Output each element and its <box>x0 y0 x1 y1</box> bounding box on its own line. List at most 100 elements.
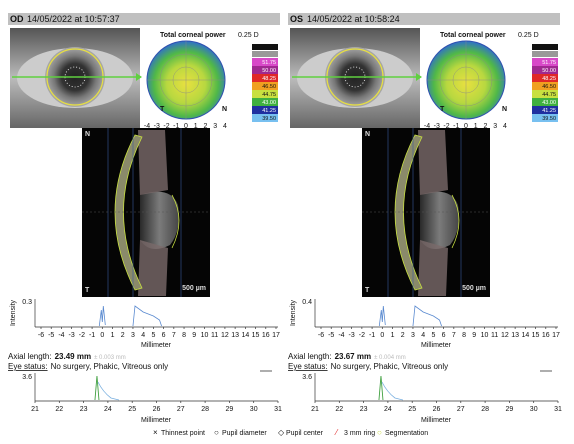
x-tick-label: 10 <box>201 332 209 339</box>
scale-label: 43.00 <box>542 100 556 106</box>
map-step: 0.25 D <box>518 32 539 39</box>
map-tick: -2 <box>443 123 449 130</box>
x-tick-label: 17 <box>272 332 280 339</box>
map-tick: -4 <box>144 123 150 130</box>
x-tick-label: 27 <box>457 406 465 413</box>
legend-symbol: ⁄ <box>334 428 339 437</box>
x-tick-label: -3 <box>349 332 355 339</box>
x-tick-label: 27 <box>177 406 185 413</box>
intensity-label: Intensity <box>10 299 17 326</box>
x-tick-label: 4 <box>141 332 145 339</box>
axial-value: 23.49 mm <box>55 352 91 361</box>
scale-label: 44.75 <box>542 92 556 98</box>
y-tick-label: 3.6 <box>22 374 32 381</box>
map-title: Total corneal power <box>160 32 226 39</box>
status-value: No surgery, Phakic, Vitreous only <box>331 362 449 371</box>
oct-top: N <box>365 131 370 138</box>
scale-swatch <box>532 82 558 90</box>
x-tick-label: 0 <box>380 332 384 339</box>
intensity-curve <box>378 305 442 327</box>
map-tick: 3 <box>493 123 497 130</box>
ascan-peak <box>94 375 100 401</box>
scale-swatch <box>532 90 558 98</box>
x-tick-label: 30 <box>530 406 538 413</box>
map-tick: -1 <box>453 123 459 130</box>
axial-value: 23.67 mm <box>335 352 371 361</box>
scale-label: 46.50 <box>542 84 556 90</box>
x-tick-label: 11 <box>211 332 218 339</box>
scale-swatch <box>532 106 558 114</box>
scale-swatch <box>532 66 558 74</box>
x-axis-label: Millimeter <box>421 417 452 424</box>
map-tick: 1 <box>474 123 478 130</box>
x-tick-label: 3 <box>411 332 415 339</box>
x-tick-label: 5 <box>431 332 435 339</box>
scale-head <box>252 44 278 50</box>
map-tick: 2 <box>204 123 208 130</box>
x-tick-label: 2 <box>121 332 125 339</box>
scale-label: 44.75 <box>262 92 276 98</box>
map-tick: -4 <box>424 123 430 130</box>
x-tick-label: 22 <box>335 406 343 413</box>
map-tick: 4 <box>223 123 227 130</box>
exam-date: 14/05/2022 at 10:57:37 <box>27 14 120 24</box>
scale-label: 50.00 <box>542 68 556 74</box>
scale-swatch <box>532 114 558 122</box>
scale-label: 41.25 <box>262 108 276 114</box>
x-tick-label: 8 <box>182 332 186 339</box>
axial-sd: ± 0.004 mm <box>374 355 406 361</box>
x-tick-label: 25 <box>408 406 416 413</box>
x-tick-label: 29 <box>226 406 234 413</box>
x-tick-label: 31 <box>274 406 282 413</box>
x-tick-label: 30 <box>250 406 258 413</box>
oct-scale: 500 µm <box>462 285 486 292</box>
axis-arrow <box>416 73 422 81</box>
x-tick-label: 7 <box>172 332 176 339</box>
oct-scale: 500 µm <box>182 285 206 292</box>
status-label: Eye status: <box>288 362 328 371</box>
scale-head <box>252 51 278 57</box>
x-tick-label: 3 <box>131 332 135 339</box>
x-tick-label: 15 <box>252 332 260 339</box>
x-tick-label: 28 <box>201 406 209 413</box>
x-tick-label: 24 <box>104 406 112 413</box>
scale-swatch <box>252 82 278 90</box>
x-tick-label: 5 <box>151 332 155 339</box>
x-tick-label: 26 <box>153 406 161 413</box>
scale-label: 43.00 <box>262 100 276 106</box>
x-tick-label: 10 <box>481 332 489 339</box>
axial-prefix: Axial length: <box>288 352 332 361</box>
x-axis-label: Millimeter <box>141 417 172 424</box>
x-axis-label: Millimeter <box>141 342 172 349</box>
legend-symbol: ◇ <box>278 428 285 437</box>
axis-arrow <box>136 73 142 81</box>
map-step: 0.25 D <box>238 32 259 39</box>
map-tick: -3 <box>154 123 160 130</box>
x-tick-label: 16 <box>542 332 550 339</box>
oct-lens <box>140 191 179 249</box>
legend-symbol: × <box>153 428 158 437</box>
x-tick-label: -6 <box>318 332 324 339</box>
map-tick: 0 <box>464 123 468 130</box>
x-tick-label: -2 <box>79 332 85 339</box>
legend-symbol: ○ <box>214 428 219 437</box>
oct-segmentation <box>171 194 180 249</box>
panel: OD 14/05/2022 at 10:57:37 Total corneal po… <box>8 13 282 424</box>
oct-iris <box>418 130 448 296</box>
x-tick-label: 4 <box>421 332 425 339</box>
y-tick-label: 3.6 <box>302 374 312 381</box>
x-tick-label: 2 <box>401 332 405 339</box>
x-tick-label: 0 <box>100 332 104 339</box>
x-tick-label: 11 <box>491 332 498 339</box>
scale-swatch <box>252 74 278 82</box>
x-tick-label: 7 <box>452 332 456 339</box>
x-tick-label: 24 <box>384 406 392 413</box>
x-tick-label: 25 <box>128 406 136 413</box>
scale-head <box>532 44 558 50</box>
map-tick: -2 <box>163 123 169 130</box>
oct-segmentation <box>451 194 460 249</box>
status-label: Eye status: <box>8 362 48 371</box>
scale-swatch <box>532 98 558 106</box>
y-tick-label: 0.4 <box>302 299 312 306</box>
scale-label: 39.50 <box>542 116 556 122</box>
